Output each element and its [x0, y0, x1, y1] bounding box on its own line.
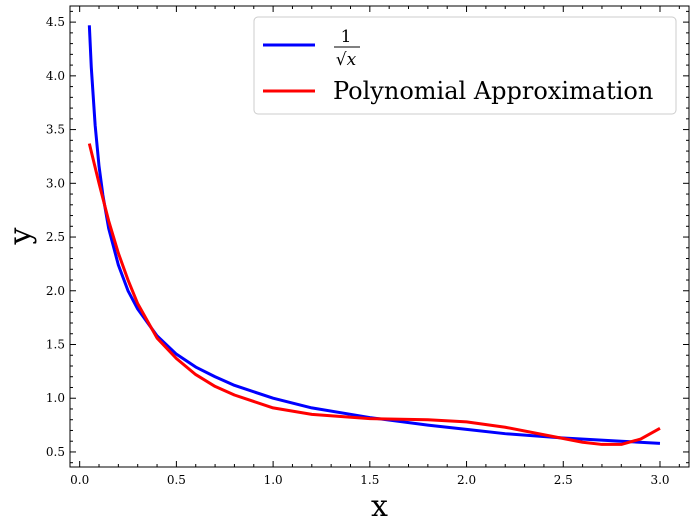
series-layer [87, 25, 661, 446]
legend: 1 √x Polynomial Approximation [253, 16, 677, 115]
x-tick-label: 0.5 [167, 473, 186, 487]
y-tick-label: 1.5 [46, 337, 65, 351]
tick-labels-layer: 0.0 0.5 1.0 1.5 2.0 2.5 3.0 0.5 1.0 1.5 2.0 2.5 3.0 3… [46, 15, 670, 487]
legend-label-polynomial: Polynomial Approximation [333, 77, 653, 105]
plot-frame [69, 5, 690, 468]
x-tick-label: 1.0 [264, 473, 283, 487]
x-tick-label: 2.0 [457, 473, 476, 487]
x-tick-label: 3.0 [650, 473, 669, 487]
series-line-1 [87, 143, 661, 446]
legend-box [253, 16, 677, 115]
y-tick-label: 2.5 [46, 230, 65, 244]
y-tick-label: 1.0 [46, 391, 65, 405]
x-tick-label: 2.5 [554, 473, 573, 487]
y-tick-label: 2.0 [46, 284, 65, 298]
y-tick-label: 3.0 [46, 176, 65, 190]
series-line-0 [87, 25, 661, 445]
y-tick-label: 4.5 [46, 15, 65, 29]
y-tick-label: 3.5 [46, 123, 65, 137]
legend-label-numerator: 1 [341, 27, 352, 47]
x-tick-label: 0.0 [70, 473, 89, 487]
y-tick-label: 0.5 [46, 445, 65, 459]
x-tick-label: 1.5 [360, 473, 379, 487]
y-tick-label: 4.0 [46, 69, 65, 83]
y-axis-label: y [3, 227, 38, 245]
legend-label-denominator: √x [336, 50, 357, 70]
x-axis-label: x [371, 489, 388, 524]
